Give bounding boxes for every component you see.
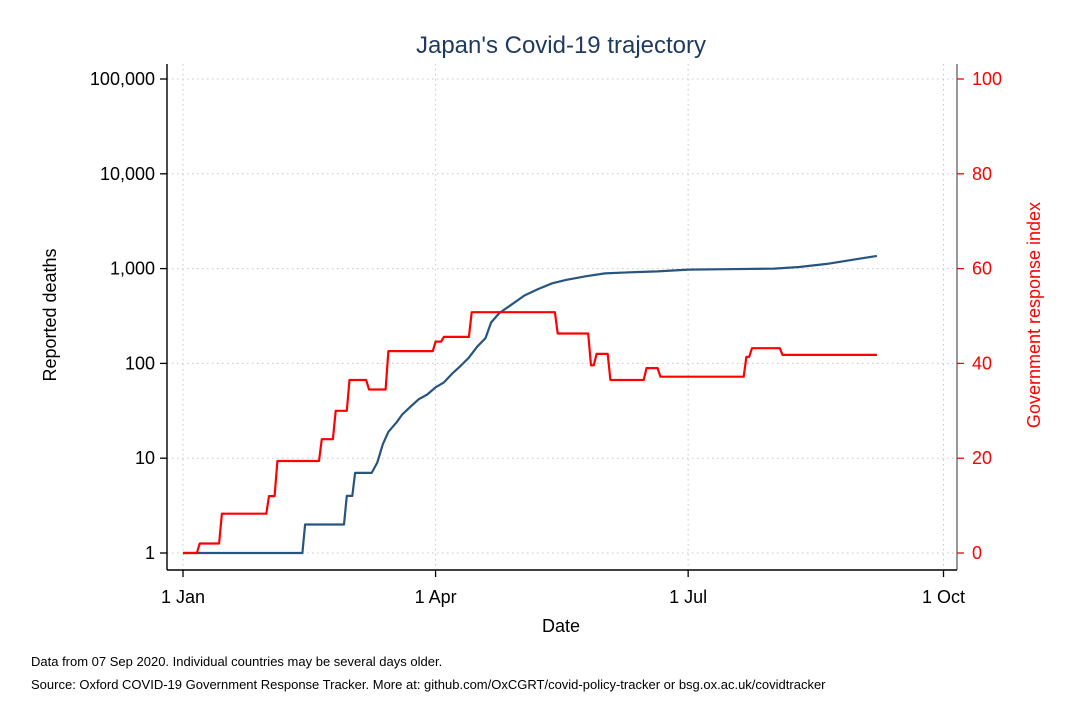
data-note: Data from 07 Sep 2020. Individual countr… <box>31 654 443 669</box>
y-left-tick-label: 100 <box>125 353 155 373</box>
plot-area <box>183 254 878 555</box>
chart: Japan's Covid-19 trajectory 1101001,0001… <box>40 32 1044 636</box>
y-right-tick-label: 60 <box>972 259 992 279</box>
y-right-tick-label: 40 <box>972 353 992 373</box>
y-right-tick-label: 100 <box>972 69 1002 89</box>
y-right-tick-label: 0 <box>972 543 982 563</box>
source-note: Source: Oxford COVID-19 Government Respo… <box>31 677 826 692</box>
x-tick-label: 1 Jul <box>669 587 707 607</box>
x-tick-label: 1 Apr <box>415 587 457 607</box>
chart-title: Japan's Covid-19 trajectory <box>416 32 706 59</box>
y-left-tick-label: 1 <box>145 543 155 563</box>
y-left-tick-label: 1,000 <box>110 259 155 279</box>
x-axis-title: Date <box>542 616 580 636</box>
y-left-tick-label: 100,000 <box>90 69 155 89</box>
y-left-tick-label: 10,000 <box>100 164 155 184</box>
x-tick-label: 1 Oct <box>922 587 965 607</box>
grid <box>167 64 957 570</box>
y-left-tick-label: 10 <box>135 448 155 468</box>
series-line-response-index <box>183 311 877 555</box>
series-line-deaths <box>183 254 878 555</box>
y-axis-right-title: Government response index <box>1024 202 1044 428</box>
y-axis-left-title: Reported deaths <box>40 248 60 381</box>
x-tick-label: 1 Jan <box>161 587 205 607</box>
y-right-tick-label: 80 <box>972 164 992 184</box>
y-right-tick-label: 20 <box>972 448 992 468</box>
axes: 1 10 100 1,000 10,000 100,000 0 20 40 60 80 100 1 Ja… <box>90 64 1002 607</box>
